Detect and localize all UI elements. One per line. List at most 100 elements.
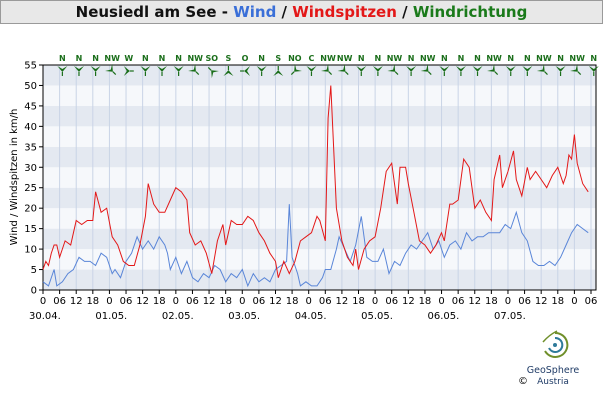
direction-arrow-icon xyxy=(505,66,516,76)
direction-arrow-icon xyxy=(223,66,234,76)
direction-arrow-icon xyxy=(173,66,184,76)
x-tick-label: 12 xyxy=(468,296,481,307)
direction-label: N xyxy=(258,54,265,63)
direction-label: N xyxy=(358,54,365,63)
direction-arrow-icon xyxy=(188,63,200,75)
y-tick-label: 25 xyxy=(24,183,37,194)
direction-label: N xyxy=(76,54,83,63)
x-tick-label: 06 xyxy=(186,296,199,307)
title-sep-3: / xyxy=(396,3,413,21)
direction-arrow-icon xyxy=(273,66,284,76)
direction-label: NW xyxy=(569,54,585,63)
x-tick-label: 06 xyxy=(385,296,398,307)
direction-label: N xyxy=(524,54,531,63)
series-line-wind xyxy=(42,204,589,288)
direction-arrow-icon xyxy=(73,66,84,76)
date-label: 30.04. xyxy=(29,311,61,322)
x-tick-label: 12 xyxy=(269,296,282,307)
title-station: Neusiedl am See xyxy=(75,3,217,21)
x-tick-label: 12 xyxy=(136,296,149,307)
geosphere-logo: GeoSphere Austria © xyxy=(518,330,579,387)
direction-label: S xyxy=(275,54,281,63)
x-tick-label: 12 xyxy=(203,296,216,307)
direction-label: N xyxy=(92,54,99,63)
direction-arrow-icon xyxy=(406,66,417,76)
x-tick-label: 0 xyxy=(438,296,444,307)
x-tick-label: 06 xyxy=(253,296,266,307)
direction-label: N xyxy=(408,54,415,63)
y-axis-ticks: 0 5 10 15 20 25 30 35 40 45 50 55 xyxy=(24,61,43,297)
x-tick-label: 18 xyxy=(551,296,564,307)
date-label: 04.05. xyxy=(295,311,327,322)
direction-label: N xyxy=(474,54,481,63)
date-label: 05.05. xyxy=(361,311,393,322)
x-axis-ticks: 0 06 12 18 0 06 12 18 0 06 12 18 0 06 12 18 0 06 12 18 0 06 12… xyxy=(40,290,598,307)
direction-label: S xyxy=(226,54,232,63)
x-tick-label: 0 xyxy=(306,296,312,307)
date-labels: 30.04. 01.05. 02.05. 03.05. 04.05. 05.05. 06.0… xyxy=(29,311,526,322)
series-lines xyxy=(42,85,589,288)
direction-label: NW xyxy=(420,54,436,63)
y-tick-label: 5 xyxy=(31,265,37,276)
y-tick-label: 30 xyxy=(24,163,37,174)
y-tick-label: 50 xyxy=(24,81,37,92)
logo-sub: Austria xyxy=(537,377,569,387)
x-tick-label: 06 xyxy=(120,296,133,307)
direction-label: NW xyxy=(337,54,353,63)
direction-label: NW xyxy=(536,54,552,63)
direction-arrow-icon xyxy=(290,63,302,75)
x-tick-label: 18 xyxy=(153,296,166,307)
direction-label: N xyxy=(375,54,382,63)
direction-arrow-icon xyxy=(570,63,582,75)
direction-label: SO xyxy=(206,54,219,63)
x-tick-label: 06 xyxy=(585,296,598,307)
x-tick-label: 18 xyxy=(485,296,498,307)
y-tick-label: 10 xyxy=(24,245,37,256)
direction-label: NO xyxy=(288,54,302,63)
y-tick-label: 20 xyxy=(24,204,37,215)
date-label: 01.05. xyxy=(95,311,127,322)
direction-label: N xyxy=(507,54,514,63)
title-wind: Wind xyxy=(233,3,277,21)
direction-arrow-icon xyxy=(487,63,499,75)
direction-label: NW xyxy=(187,54,203,63)
direction-arrow-icon xyxy=(472,66,483,76)
y-tick-label: 45 xyxy=(24,101,37,112)
y-tick-label: 0 xyxy=(31,286,37,297)
x-tick-label: 06 xyxy=(53,296,66,307)
direction-label: NW xyxy=(486,54,502,63)
direction-label: N xyxy=(590,54,597,63)
direction-arrow-icon xyxy=(256,66,267,76)
direction-label: N xyxy=(557,54,564,63)
direction-arrow-icon xyxy=(588,66,599,76)
x-tick-label: 18 xyxy=(86,296,99,307)
title-sep-1: - xyxy=(216,3,234,21)
geosphere-swirl-icon xyxy=(542,330,569,358)
direction-arrow-icon xyxy=(356,66,367,76)
chart-title: Neusiedl am See - Wind / Windspitzen / W… xyxy=(0,0,603,24)
direction-arrow-icon xyxy=(387,63,399,75)
direction-arrow-icon xyxy=(57,66,68,76)
direction-label: N xyxy=(142,54,149,63)
y-axis-label: Wind / Windspitzen in km/h xyxy=(9,109,20,246)
direction-label: NW xyxy=(104,54,120,63)
direction-label: N xyxy=(175,54,182,63)
direction-label: W xyxy=(124,54,133,63)
direction-arrow-icon xyxy=(337,63,349,75)
direction-arrow-icon xyxy=(320,63,333,75)
date-label: 06.05. xyxy=(428,311,460,322)
direction-arrow-icon xyxy=(420,63,432,75)
title-dir: Windrichtung xyxy=(412,3,528,21)
direction-label: N xyxy=(59,54,66,63)
x-tick-label: 12 xyxy=(70,296,83,307)
direction-arrow-icon xyxy=(536,63,548,75)
x-tick-label: 06 xyxy=(452,296,465,307)
x-tick-label: 12 xyxy=(402,296,415,307)
direction-arrow-icon xyxy=(140,66,151,76)
direction-arrow-icon xyxy=(555,66,566,76)
x-tick-label: 18 xyxy=(219,296,232,307)
direction-label: NW xyxy=(387,54,403,63)
x-tick-label: 12 xyxy=(535,296,548,307)
x-tick-label: 18 xyxy=(352,296,365,307)
date-label: 03.05. xyxy=(228,311,260,322)
